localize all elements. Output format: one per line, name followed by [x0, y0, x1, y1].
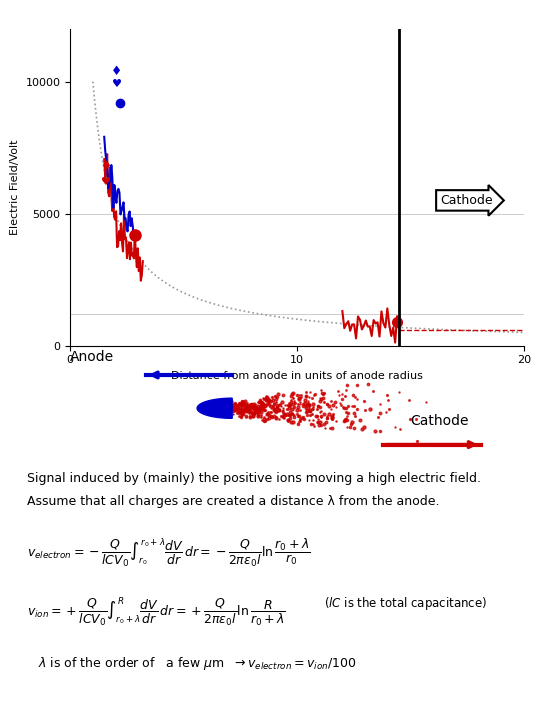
Text: Signal induced by (mainly) the positive ions moving a high electric field.: Signal induced by (mainly) the positive …: [27, 472, 481, 485]
Text: Cathode: Cathode: [440, 194, 492, 207]
Text: ($lC$ is the total capacitance): ($lC$ is the total capacitance): [324, 595, 487, 613]
Text: ♦: ♦: [101, 160, 112, 173]
X-axis label: Distance from anode in units of anode radius: Distance from anode in units of anode ra…: [171, 371, 423, 381]
Text: $v_{ion} = +\dfrac{Q}{lCV_0}\int_{r_0+\lambda}^{R}\dfrac{dV}{dr}\,dr = +\dfrac{Q: $v_{ion} = +\dfrac{Q}{lCV_0}\int_{r_0+\l…: [27, 595, 286, 629]
Text: Cathode: Cathode: [410, 414, 469, 428]
Text: ♥: ♥: [112, 79, 122, 89]
Polygon shape: [197, 398, 232, 418]
Text: $\lambda$ is of the order of   a few $\mu$m  $\rightarrow v_{electron} = v_{ion}: $\lambda$ is of the order of a few $\mu$…: [38, 655, 356, 672]
Text: $v_{electron} = -\dfrac{Q}{lCV_0}\int_{r_0}^{r_0+\lambda}\dfrac{dV}{dr}\,dr = -\: $v_{electron} = -\dfrac{Q}{lCV_0}\int_{r…: [27, 536, 310, 569]
Text: Anode: Anode: [70, 350, 114, 364]
Text: Assume that all charges are created a distance λ from the anode.: Assume that all charges are created a di…: [27, 495, 440, 508]
Text: ♦: ♦: [111, 65, 123, 78]
Text: ♥: ♥: [102, 177, 111, 187]
Y-axis label: Electric Field/Volt: Electric Field/Volt: [10, 140, 20, 235]
